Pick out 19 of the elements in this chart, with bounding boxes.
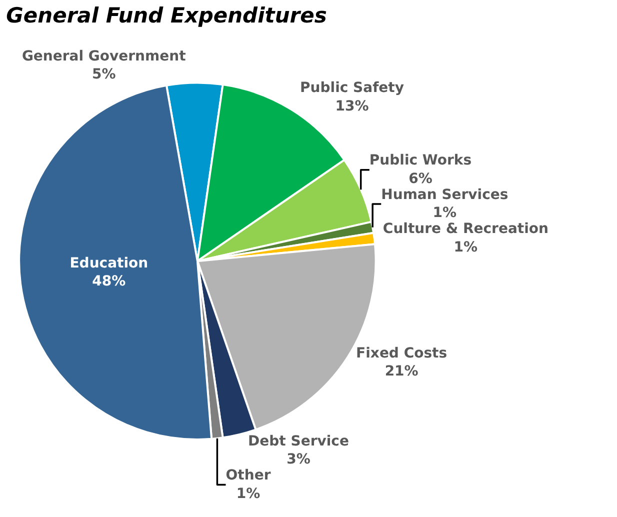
data-label: 5%: [92, 66, 116, 83]
data-label: 1%: [236, 486, 260, 502]
data-label: 1%: [454, 239, 478, 256]
slice-label: Human Services: [381, 186, 508, 203]
slice-label: Debt Service: [248, 433, 349, 450]
slice-label: Public Works: [369, 152, 472, 169]
data-label: 1%: [432, 205, 457, 222]
slice-label: Public Safety: [300, 80, 404, 96]
data-label: 3%: [286, 452, 310, 468]
data-label: 21%: [384, 364, 418, 380]
data-label: 48%: [92, 273, 126, 290]
data-label: 13%: [335, 98, 369, 114]
slice-label: Other: [226, 468, 271, 484]
slice-label: Education: [70, 255, 148, 272]
data-label: 6%: [408, 170, 432, 187]
slice-label: Fixed Costs: [356, 345, 448, 362]
slice-label: Culture & Recreation: [382, 221, 548, 238]
chart-title: General Fund Expenditures: [6, 3, 327, 28]
slice-label: General Government: [22, 48, 186, 65]
